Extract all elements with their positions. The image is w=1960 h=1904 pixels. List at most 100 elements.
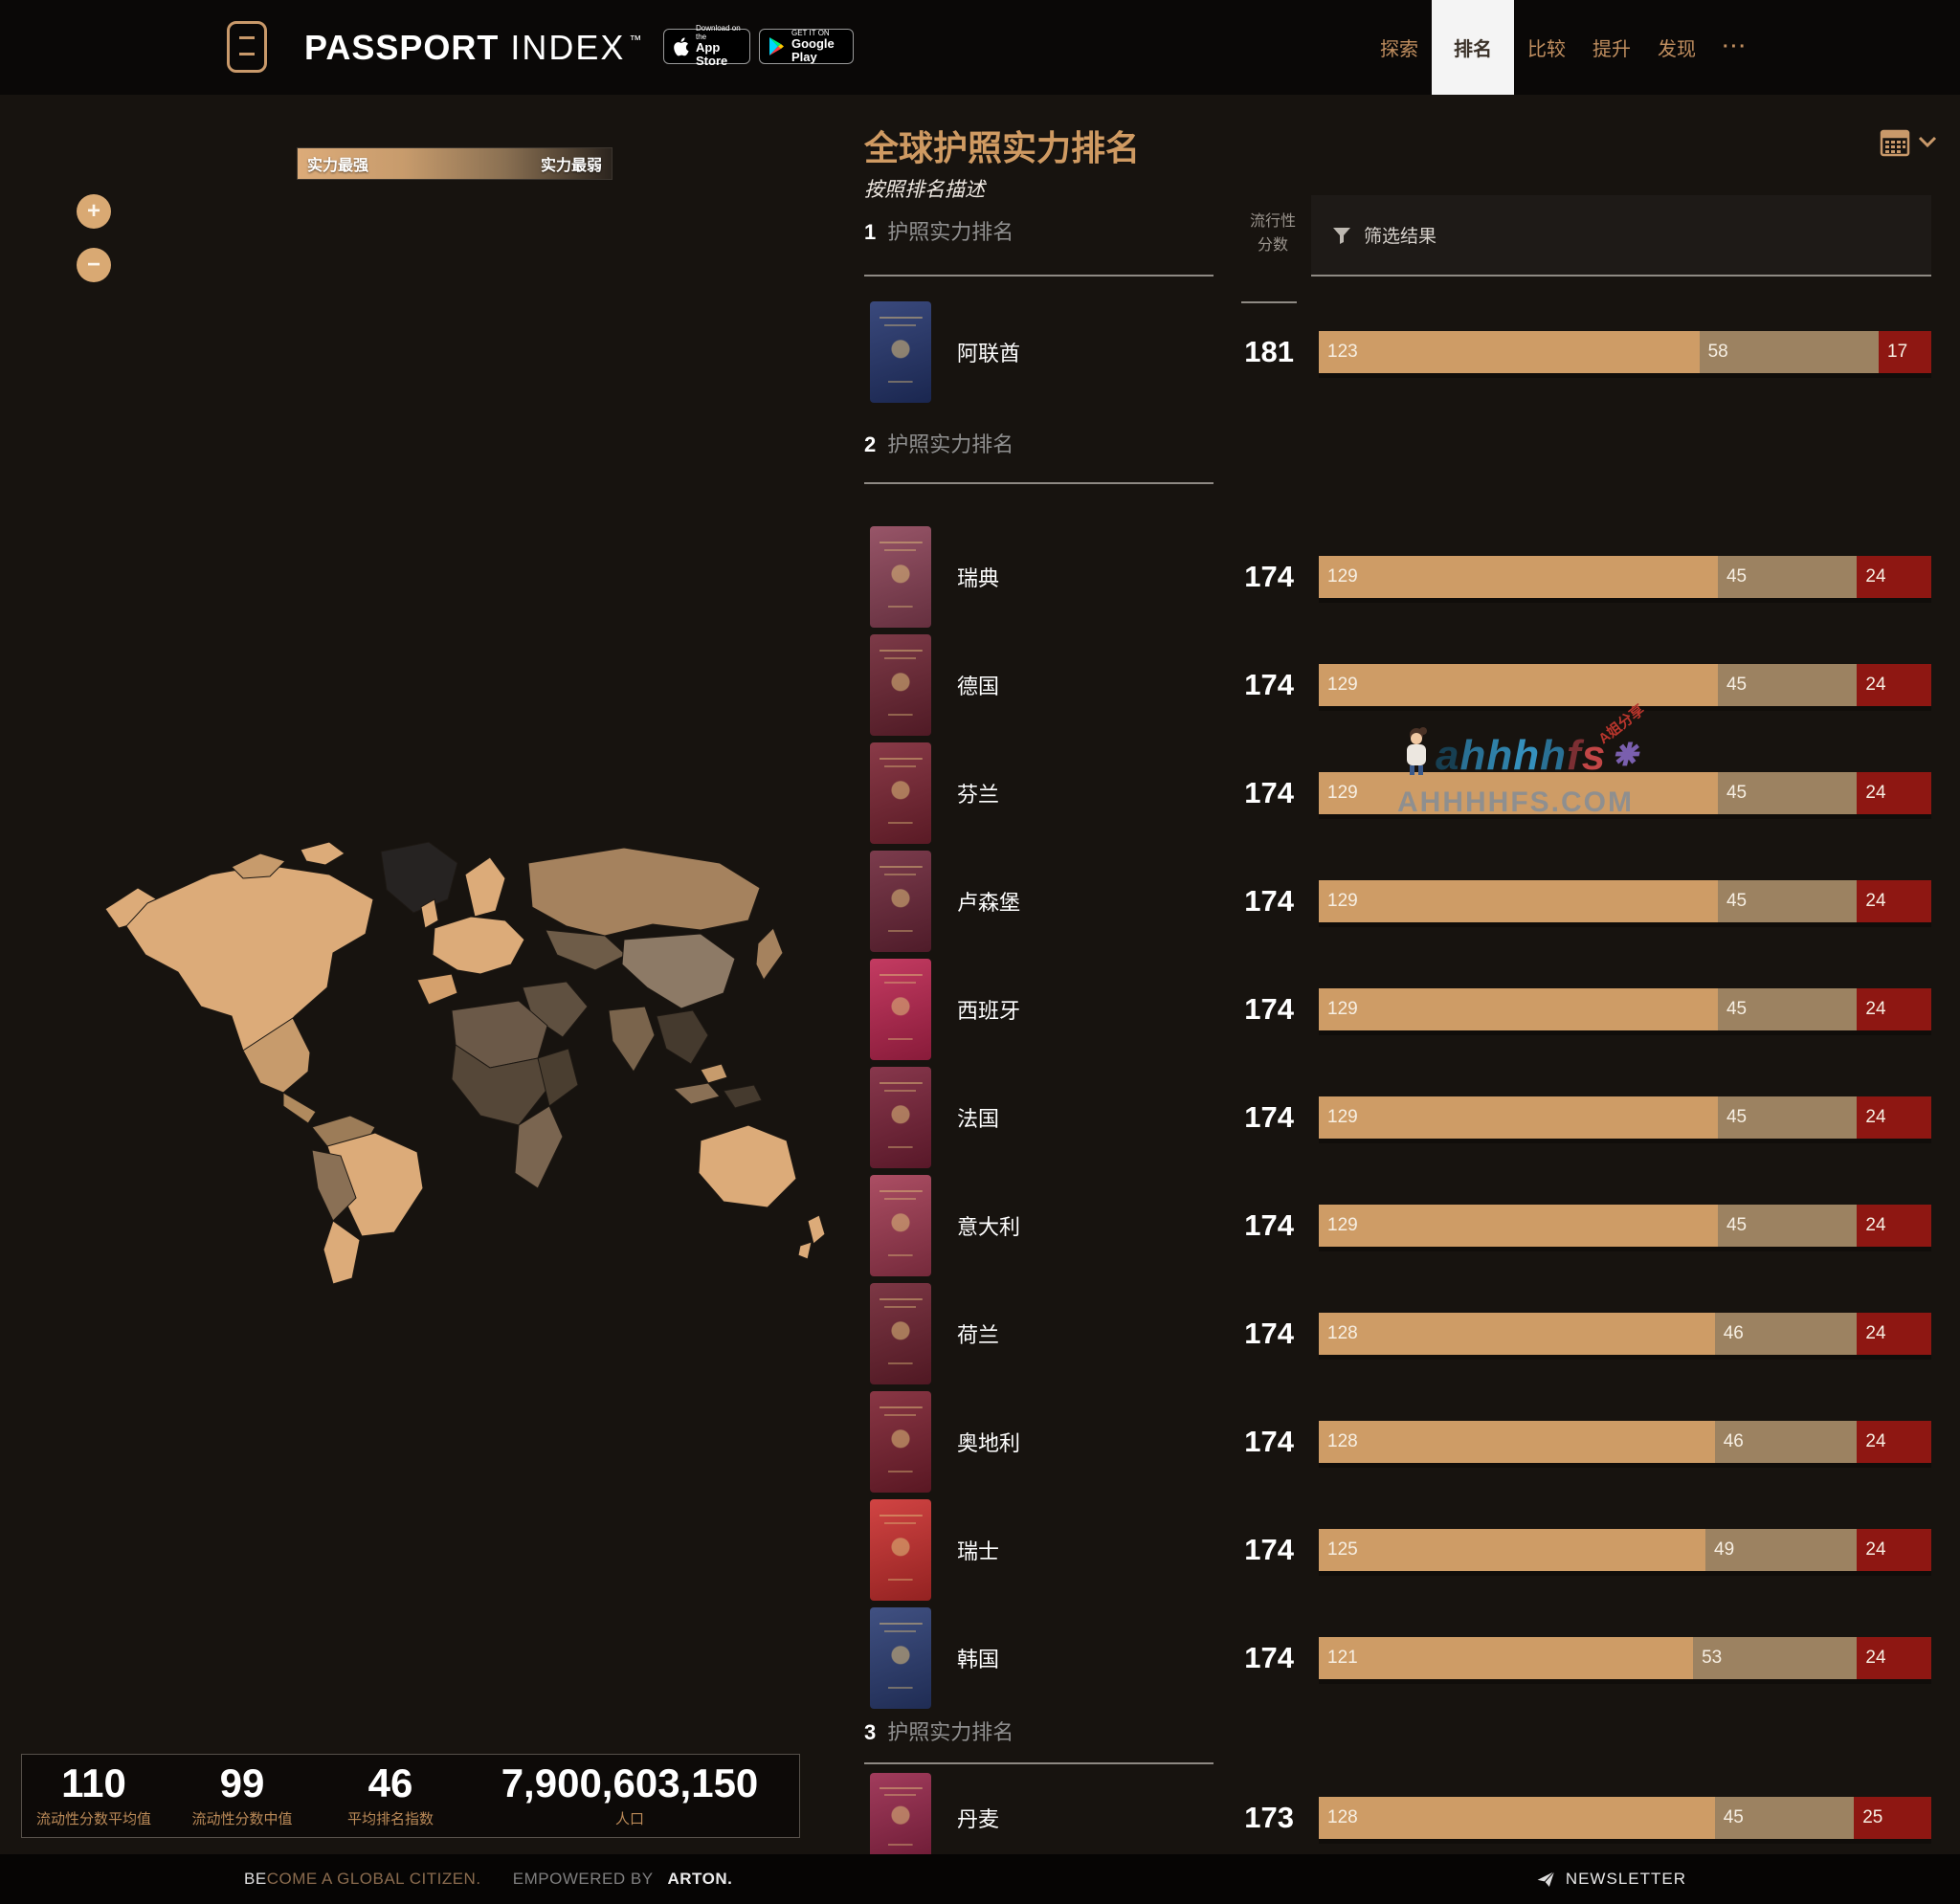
passport-cover [870, 1773, 931, 1863]
ranking-row[interactable]: 卢森堡 174 129 45 24 [852, 847, 1931, 955]
nav-item-4[interactable]: 提升 [1592, 39, 1631, 60]
ranking-row[interactable]: 意大利 174 129 45 24 [852, 1171, 1931, 1279]
stat-cell-3: 46 平均排名指数 [319, 1763, 462, 1828]
bar-segment-1: 129 [1319, 663, 1718, 706]
stat-value: 46 [368, 1760, 413, 1805]
newsletter-button[interactable]: NEWSLETTER [1534, 1854, 1686, 1904]
map-zoom-in-button[interactable]: + [77, 194, 111, 229]
passport-cover [870, 1498, 931, 1601]
ranking-row[interactable]: 德国 174 129 45 24 [852, 631, 1931, 739]
country-name: 奥地利 [957, 1430, 1021, 1455]
country-name: 芬兰 [957, 782, 1000, 807]
nav-item-1[interactable]: 探索 [1380, 39, 1418, 60]
nav-item-6[interactable]: ··· [1723, 36, 1748, 57]
stat-label: 平均排名指数 [346, 1811, 434, 1827]
watermark-letter: ⁕ [1606, 732, 1643, 779]
ranking-row[interactable]: 瑞士 174 125 49 24 [852, 1495, 1931, 1604]
passport-cover [870, 1282, 931, 1384]
bar-segment-3: 24 [1857, 1312, 1931, 1355]
filter-results-button[interactable]: 筛选结果 [1311, 195, 1931, 277]
passport-cover [870, 1390, 931, 1493]
visa-breakdown-bar: 128 46 24 [1319, 1420, 1931, 1463]
trademark-symbol: ™ [629, 33, 642, 47]
bar-segment-1: 128 [1319, 1312, 1715, 1355]
country-name: 德国 [957, 674, 1000, 698]
calendar-icon [1878, 124, 1912, 159]
section-rank: 3 [864, 1720, 877, 1744]
bar-segment-3: 17 [1879, 330, 1931, 373]
section-underline [864, 1762, 1214, 1764]
nav-item-3[interactable]: 比较 [1527, 39, 1566, 60]
app-store-badge[interactable]: Download on the App Store [663, 25, 750, 67]
visa-breakdown-bar: 129 45 24 [1319, 987, 1931, 1030]
mobility-score: 174 [1244, 991, 1294, 1026]
bar-segment-1: 128 [1319, 1420, 1715, 1463]
bar-segment-2: 45 [1717, 879, 1858, 922]
country-name: 瑞典 [957, 565, 1000, 590]
ranking-row[interactable]: 芬兰 174 129 45 24 [852, 739, 1931, 847]
bar-segment-3: 24 [1857, 879, 1931, 922]
bar-segment-1: 129 [1319, 879, 1718, 922]
visa-breakdown-bar: 129 45 24 [1319, 1204, 1931, 1247]
mobility-score: 174 [1244, 1207, 1294, 1242]
brand-light: INDEX [510, 27, 626, 67]
ranking-row[interactable]: 西班牙 174 129 45 24 [852, 955, 1931, 1063]
ranking-row[interactable]: 法国 174 129 45 24 [852, 1063, 1931, 1171]
passport-cover [870, 958, 931, 1060]
mobility-score: 174 [1244, 1099, 1294, 1134]
brand-title: PASSPORT INDEX ™ [304, 0, 641, 95]
bar-segment-2: 45 [1717, 1204, 1858, 1247]
passport-cover [870, 1606, 931, 1709]
passport-cover [870, 1174, 931, 1276]
visa-breakdown-bar: 128 46 24 [1319, 1312, 1931, 1355]
visa-breakdown-bar: 129 45 24 [1319, 879, 1931, 922]
country-name: 意大利 [957, 1214, 1021, 1239]
passport-index-logo-icon[interactable] [227, 21, 267, 73]
stat-label: 流动性分数平均值 [35, 1811, 151, 1827]
world-map[interactable] [88, 811, 830, 1295]
passport-cover [870, 525, 931, 628]
legend-strongest-label: 实力最强 [307, 158, 369, 174]
mobility-score: 174 [1244, 1424, 1294, 1458]
mobility-score: 174 [1244, 1532, 1294, 1566]
watermark-mascot [1397, 727, 1436, 777]
country-name: 韩国 [957, 1647, 1000, 1672]
app-store-badge-top: Download on the [696, 24, 741, 41]
stat-value: 7,900,603,150 [501, 1760, 759, 1805]
ranking-row[interactable]: 阿联酋 181 123 58 17 [852, 298, 1931, 406]
watermark-letter: s [1581, 732, 1607, 779]
ranking-row[interactable]: 荷兰 174 128 46 24 [852, 1279, 1931, 1387]
section-underline [864, 482, 1214, 484]
section-header-3: 3 护照实力排名 [852, 1716, 1931, 1764]
passport-cover [870, 742, 931, 844]
date-selector-button[interactable] [1878, 124, 1937, 159]
watermark-letter: a [1436, 732, 1460, 779]
arton-link[interactable]: ARTON. [667, 1870, 733, 1888]
bar-segment-3: 24 [1857, 987, 1931, 1030]
bar-segment-3: 24 [1857, 1096, 1931, 1139]
nav-item-5[interactable]: 发现 [1658, 39, 1696, 60]
google-play-badge-top: GET IT ON [791, 28, 830, 37]
section-underline [864, 275, 1214, 277]
visa-breakdown-bar: 129 45 24 [1319, 1096, 1931, 1139]
map-zoom-out-button[interactable]: − [77, 248, 111, 282]
bar-segment-3: 24 [1857, 663, 1931, 706]
nav-item-2[interactable]: 排名 [1432, 0, 1514, 95]
ranking-sections: 1 护照实力排名 阿联酋 181 123 58 17 2 护照实力排名 瑞典 174 129 45 24 德… [852, 215, 1931, 1866]
visa-breakdown-bar: 129 45 24 [1319, 555, 1931, 598]
ranking-row[interactable]: 奥地利 174 128 46 24 [852, 1387, 1931, 1495]
ranking-row[interactable]: 瑞典 174 129 45 24 [852, 522, 1931, 631]
passport-cover [870, 850, 931, 952]
watermark-letter: h [1513, 732, 1541, 779]
google-play-badge[interactable]: GET IT ON Google Play [759, 29, 854, 64]
ranking-row[interactable]: 丹麦 173 128 45 25 [852, 1770, 1931, 1866]
watermark-letter: h [1459, 732, 1487, 779]
visa-breakdown-bar: 129 45 24 [1319, 771, 1931, 814]
ranking-row[interactable]: 韩国 174 121 53 24 [852, 1604, 1931, 1712]
visa-breakdown-bar: 128 45 25 [1319, 1797, 1931, 1839]
global-stats-box: 110 流动性分数平均值 99 流动性分数中值 46 平均排名指数 7,900,603,15… [21, 1754, 800, 1838]
country-name: 荷兰 [957, 1322, 1000, 1347]
visa-breakdown-bar: 125 49 24 [1319, 1528, 1931, 1571]
bar-segment-3: 24 [1857, 1528, 1931, 1571]
stat-value: 99 [219, 1760, 265, 1805]
